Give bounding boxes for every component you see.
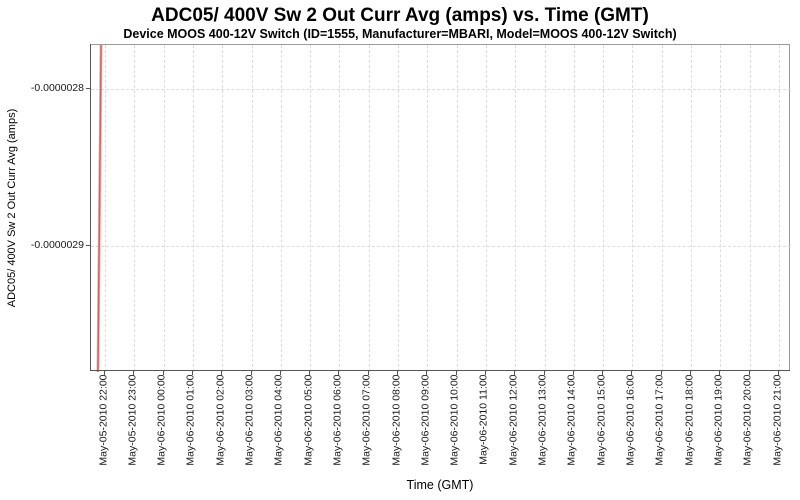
vertical-gridline xyxy=(251,45,253,372)
x-axis-label: Time (GMT) xyxy=(406,478,474,492)
vertical-gridline xyxy=(310,45,312,372)
x-tick-mark xyxy=(660,371,662,375)
x-tick-label: May-06-2010 14:00 xyxy=(565,374,578,466)
x-tick-mark xyxy=(367,371,369,375)
chart-subtitle: Device MOOS 400-12V Switch (ID=1555, Man… xyxy=(123,27,677,41)
x-tick-mark xyxy=(162,371,164,375)
y-axis-label: ADC05/ 400V Sw 2 Out Curr Avg (amps) xyxy=(6,108,18,308)
x-tick-mark xyxy=(250,371,252,375)
x-tick-label: May-06-2010 05:00 xyxy=(302,374,315,466)
x-tick-mark xyxy=(748,371,750,375)
plot-area xyxy=(90,44,791,373)
x-axis-line xyxy=(90,370,790,371)
x-tick-label: May-06-2010 21:00 xyxy=(771,374,783,466)
vertical-gridline xyxy=(134,45,136,372)
x-tick-mark xyxy=(543,371,545,375)
x-tick-mark xyxy=(221,371,223,375)
x-tick-label: May-06-2010 18:00 xyxy=(683,374,696,466)
vertical-gridline xyxy=(105,45,106,372)
x-tick-mark xyxy=(719,371,721,375)
vertical-gridline xyxy=(661,45,663,372)
x-tick-mark xyxy=(778,371,779,375)
vertical-gridline xyxy=(427,45,429,372)
x-tick-mark xyxy=(104,371,105,375)
vertical-gridline xyxy=(515,45,517,372)
vertical-gridline xyxy=(456,45,458,372)
x-tick-label: May-06-2010 12:00 xyxy=(507,374,520,466)
x-tick-mark xyxy=(426,371,428,375)
x-tick-label: May-06-2010 02:00 xyxy=(214,374,227,466)
vertical-gridline xyxy=(368,45,370,372)
vertical-gridline xyxy=(485,45,487,372)
x-tick-label: May-05-2010 22:00 xyxy=(97,374,109,466)
x-tick-label: May-06-2010 19:00 xyxy=(712,374,725,466)
x-tick-mark xyxy=(309,371,311,375)
x-tick-label: May-06-2010 09:00 xyxy=(419,374,432,466)
y-axis-line xyxy=(90,44,91,371)
x-tick-label: May-06-2010 16:00 xyxy=(624,374,637,466)
x-tick-label: May-06-2010 06:00 xyxy=(331,374,344,466)
vertical-gridline xyxy=(192,45,194,372)
horizontal-gridline xyxy=(91,89,791,90)
x-tick-mark xyxy=(338,371,340,375)
vertical-gridline xyxy=(544,45,546,372)
x-tick-mark xyxy=(602,371,604,375)
x-tick-label: May-06-2010 15:00 xyxy=(595,374,608,466)
vertical-gridline xyxy=(222,45,224,372)
x-tick-label: May-06-2010 11:00 xyxy=(477,374,490,465)
x-tick-mark xyxy=(631,371,633,375)
x-tick-mark xyxy=(191,371,193,375)
x-tick-label: May-06-2010 10:00 xyxy=(448,374,461,466)
y-tick-mark xyxy=(86,88,90,89)
vertical-gridline xyxy=(280,45,282,372)
x-tick-label: May-06-2010 13:00 xyxy=(536,374,549,466)
y-tick-label: -0.0000028 xyxy=(30,81,84,94)
x-tick-label: May-05-2010 23:00 xyxy=(126,374,139,466)
x-tick-mark xyxy=(279,371,281,375)
x-tick-mark xyxy=(133,371,135,375)
x-tick-label: May-06-2010 20:00 xyxy=(741,374,754,466)
vertical-gridline xyxy=(163,45,165,372)
x-tick-label: May-06-2010 03:00 xyxy=(243,374,256,466)
vertical-gridline xyxy=(573,45,575,372)
x-tick-label: May-06-2010 08:00 xyxy=(390,374,403,466)
series-line-adc05-curr-avg xyxy=(96,44,103,373)
x-tick-label: May-06-2010 17:00 xyxy=(653,374,666,466)
y-tick-label: -0.0000029 xyxy=(30,238,84,251)
x-tick-label: May-06-2010 04:00 xyxy=(272,374,285,466)
chart-title: ADC05/ 400V Sw 2 Out Curr Avg (amps) vs.… xyxy=(151,5,649,26)
x-tick-mark xyxy=(455,371,457,375)
horizontal-gridline xyxy=(91,246,791,247)
vertical-gridline xyxy=(398,45,400,372)
vertical-gridline xyxy=(691,45,693,372)
x-tick-mark xyxy=(397,371,399,375)
x-tick-label: May-06-2010 07:00 xyxy=(360,374,373,466)
vertical-gridline xyxy=(603,45,605,372)
x-tick-mark xyxy=(514,371,516,375)
vertical-gridline xyxy=(779,45,780,372)
vertical-gridline xyxy=(632,45,634,372)
vertical-gridline xyxy=(749,45,751,372)
x-tick-mark xyxy=(484,371,486,375)
x-tick-label: May-06-2010 01:00 xyxy=(184,374,197,466)
vertical-gridline xyxy=(339,45,341,372)
x-tick-label: May-06-2010 00:00 xyxy=(155,374,168,466)
y-tick-mark xyxy=(86,245,90,246)
x-tick-mark xyxy=(690,371,692,375)
x-tick-mark xyxy=(572,371,574,375)
vertical-gridline xyxy=(720,45,722,372)
